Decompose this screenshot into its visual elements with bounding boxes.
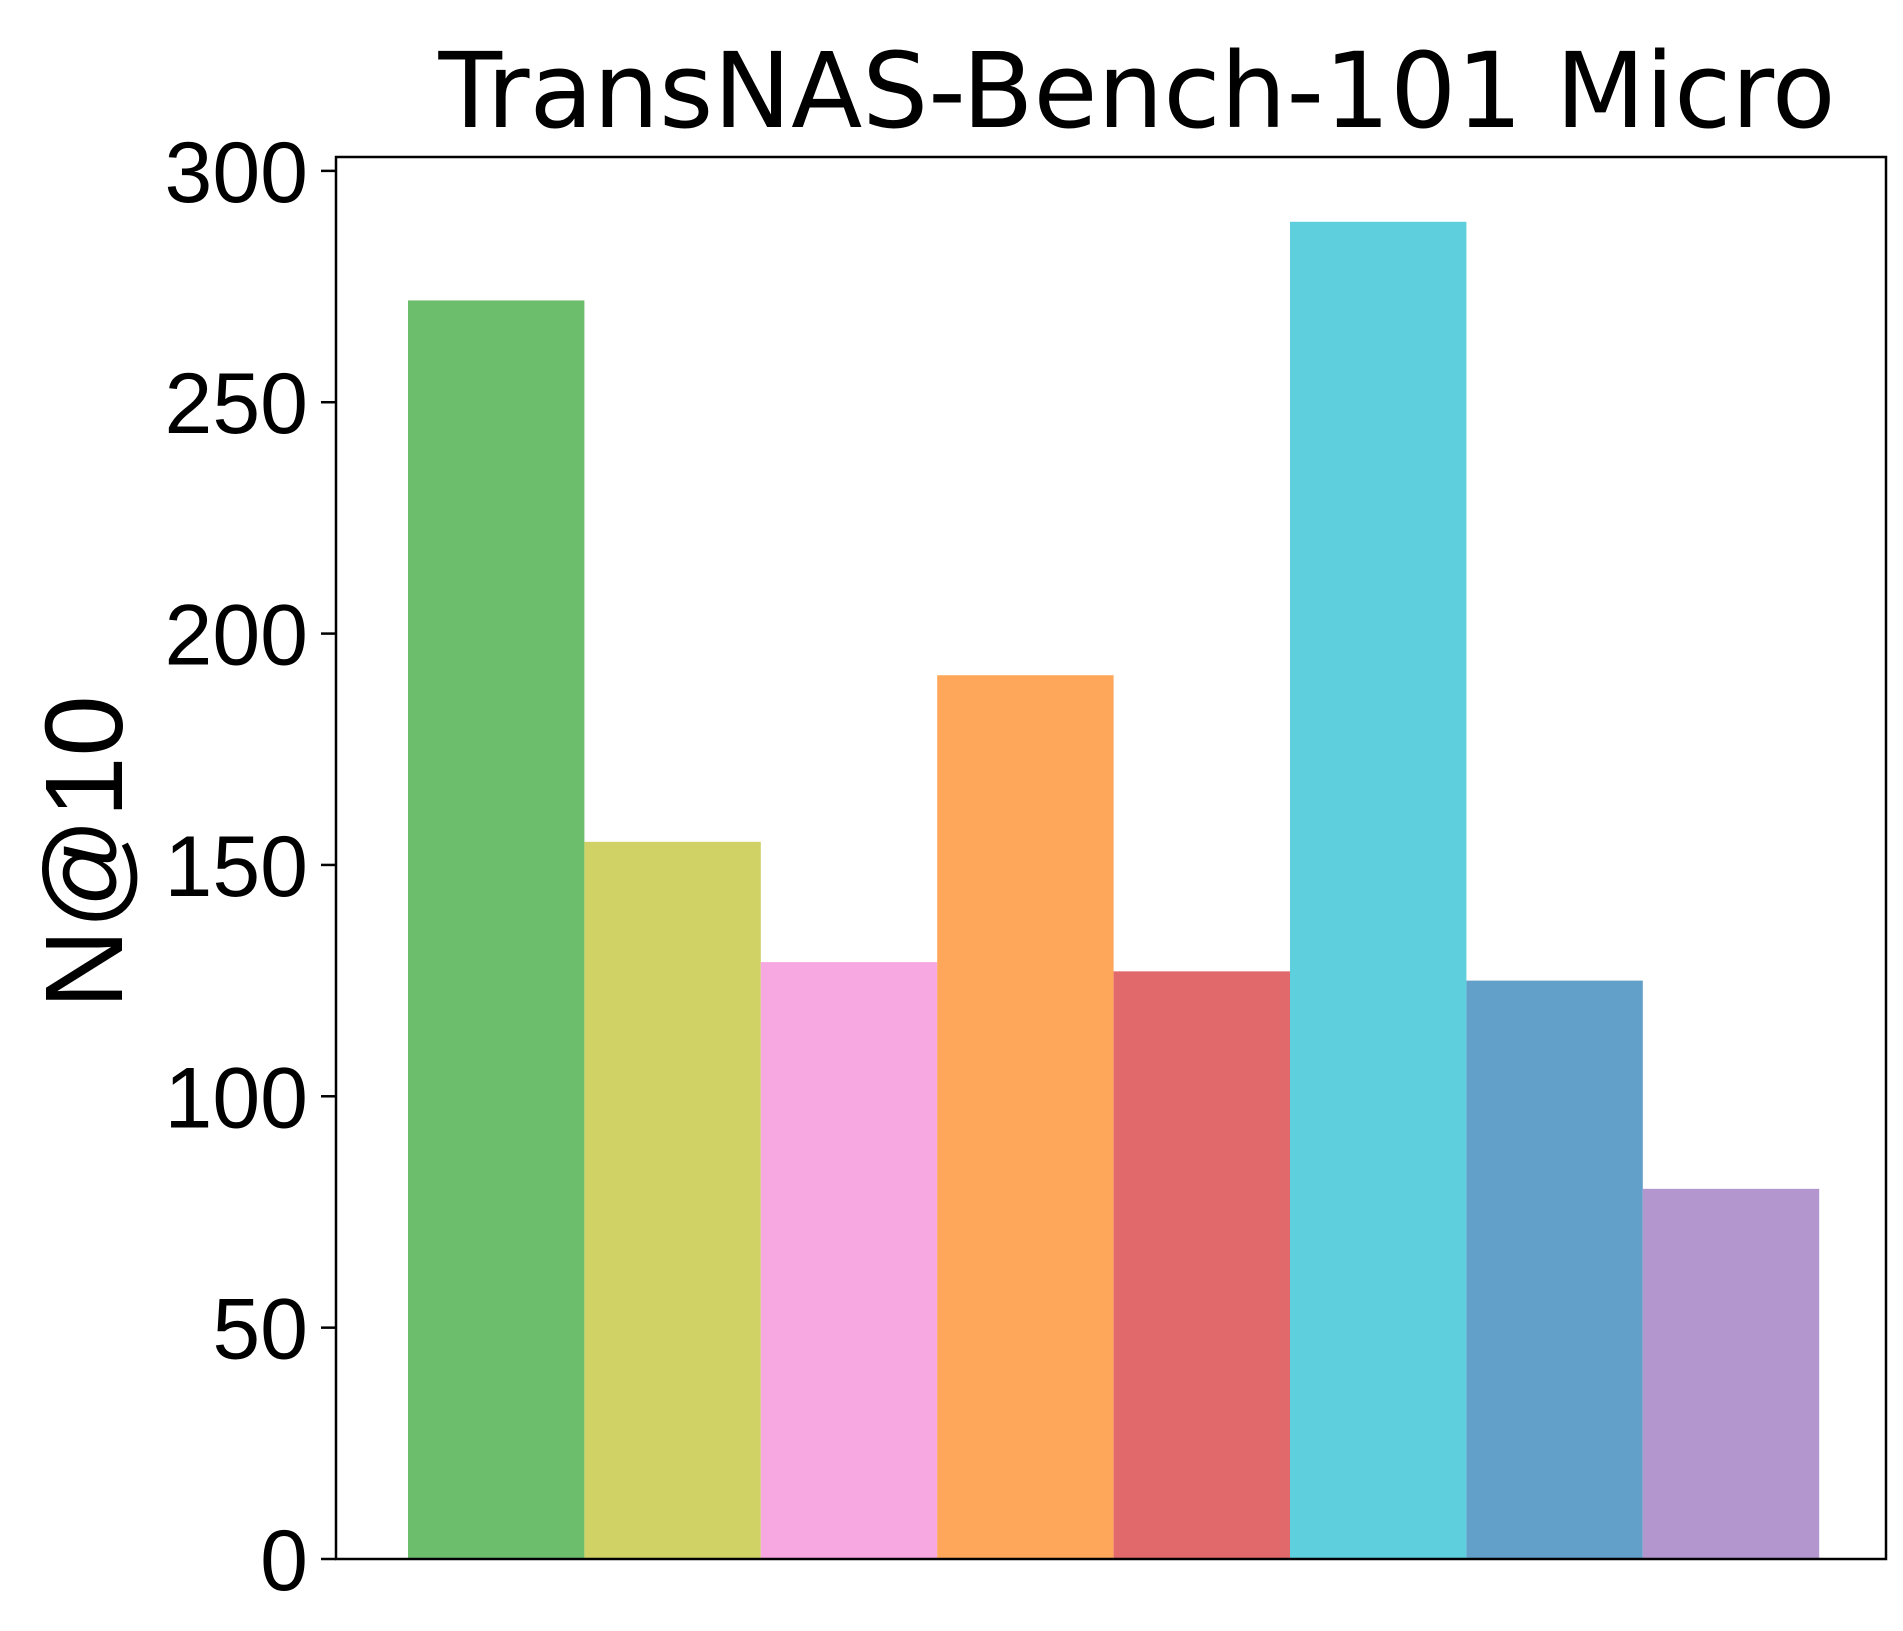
- y-axis-label: N@10: [23, 695, 146, 1008]
- bar-5: [1113, 971, 1290, 1559]
- plot-frame: [334, 155, 1888, 1561]
- chart-title: TransNAS-Bench-101 Micro: [438, 30, 1836, 152]
- bar-4: [937, 675, 1114, 1559]
- y-tick-label: 250: [165, 356, 309, 452]
- y-tick-label: 150: [165, 819, 309, 915]
- bars-group: [408, 221, 1820, 1560]
- y-axis: 0 50 100 150 200 250 300: [165, 125, 336, 1609]
- bar-3: [760, 962, 938, 1559]
- bar-8: [1642, 1188, 1820, 1559]
- y-tick-label: 50: [212, 1282, 308, 1378]
- y-tick-label: 0: [260, 1513, 308, 1609]
- bar-2: [584, 841, 761, 1559]
- bar-1: [408, 300, 585, 1560]
- y-tick-label: 300: [165, 125, 309, 221]
- y-tick-label: 200: [165, 588, 309, 684]
- y-tick-label: 100: [165, 1050, 309, 1146]
- bar-6: [1290, 221, 1467, 1559]
- bar-7: [1466, 980, 1643, 1559]
